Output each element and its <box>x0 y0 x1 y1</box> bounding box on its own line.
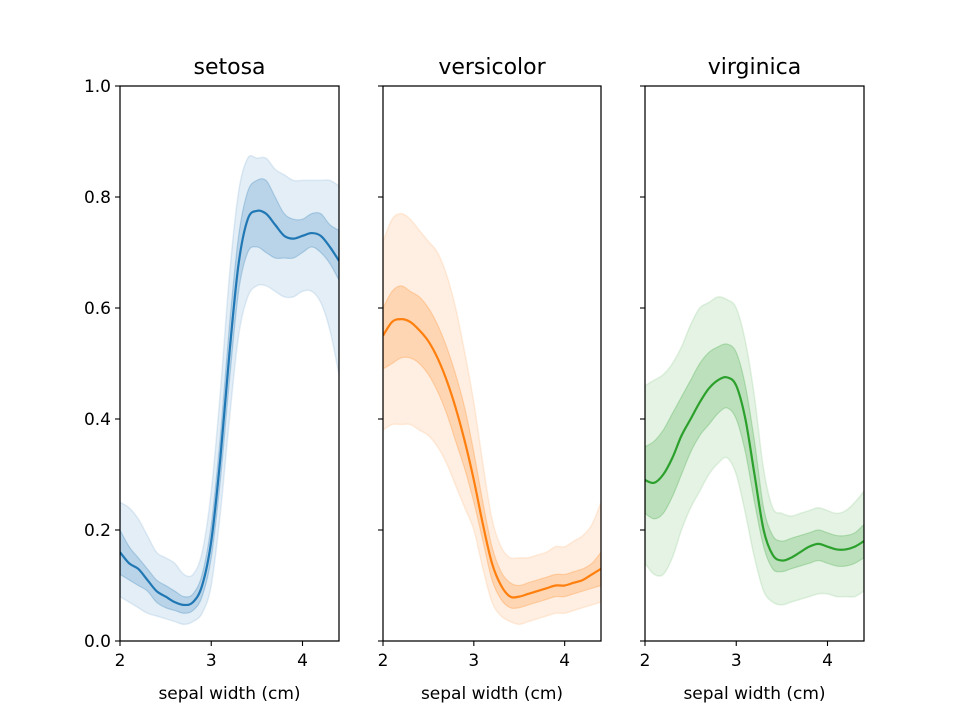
x-tick-label: 4 <box>297 651 308 671</box>
plot-area <box>383 212 601 626</box>
outer-band <box>383 212 601 626</box>
x-tick-label: 2 <box>640 651 651 671</box>
x-tick-label: 4 <box>559 651 570 671</box>
outer-band <box>645 296 864 606</box>
inner-band <box>383 285 601 610</box>
x-tick-label: 2 <box>115 651 126 671</box>
y-tick-label: 0.4 <box>84 410 111 430</box>
y-tick-label: 0.8 <box>84 188 111 208</box>
plot-area <box>645 296 864 606</box>
x-axis-label: sepal width (cm) <box>158 684 300 704</box>
mean-line <box>645 376 864 562</box>
panel-versicolor: 2 3 4 versicolor sepal width (cm) <box>378 55 602 704</box>
y-tick-label: 0.0 <box>84 632 111 652</box>
x-tick-label: 3 <box>468 651 479 671</box>
panels: 2 3 4 0.0 0.2 0.4 0.6 0.8 1.0 setosa sepal width (… <box>84 55 865 704</box>
panel-virginica: 2 3 4 virginica sepal width (cm) <box>640 55 865 704</box>
mean-line <box>383 317 601 599</box>
panel-setosa: 2 3 4 0.0 0.2 0.4 0.6 0.8 1.0 setosa sepal width (… <box>84 55 340 704</box>
axes-frame <box>644 85 865 642</box>
y-tick-label: 1.0 <box>84 77 111 97</box>
axes-frame <box>119 85 340 642</box>
panel-title: setosa <box>193 55 265 80</box>
panel-title: versicolor <box>438 55 546 80</box>
x-tick-label: 3 <box>731 651 742 671</box>
mean-line <box>120 209 339 607</box>
axes-frame <box>382 85 602 642</box>
x-tick-label: 2 <box>378 651 389 671</box>
panel-title: virginica <box>708 55 802 80</box>
x-tick-label: 3 <box>206 651 217 671</box>
plot-area <box>120 154 339 626</box>
x-axis-label: sepal width (cm) <box>421 684 563 704</box>
x-tick-label: 4 <box>822 651 833 671</box>
x-axis-label: sepal width (cm) <box>683 684 825 704</box>
inner-band <box>120 178 339 614</box>
y-tick-label: 0.6 <box>84 299 111 319</box>
y-tick-label: 0.2 <box>84 521 111 541</box>
